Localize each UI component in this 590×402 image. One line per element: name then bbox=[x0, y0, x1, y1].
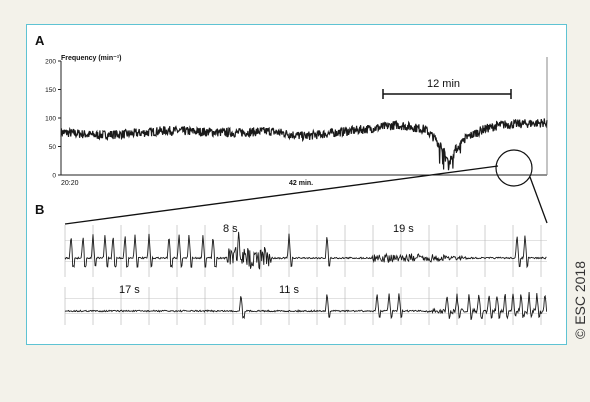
heart-rate-trend-line bbox=[60, 118, 548, 171]
zoom-line-left bbox=[64, 165, 499, 225]
y-tick-label: 100 bbox=[45, 116, 56, 123]
strip-1-grid bbox=[64, 225, 547, 277]
panel-b: B 8 s 19 s 17 s 11 s bbox=[35, 202, 548, 325]
panel-a: A Frequency (min⁻¹) 0 50 100 150 200 20:20 4… bbox=[35, 33, 548, 225]
figure-panel: A Frequency (min⁻¹) 0 50 100 150 200 20:20 4… bbox=[26, 24, 567, 345]
copyright-notice: © ESC 2018 bbox=[572, 260, 588, 340]
panel-b-label: B bbox=[35, 202, 44, 217]
strip2-label-17s: 17 s bbox=[119, 284, 140, 296]
strip1-label-19s: 19 s bbox=[393, 223, 414, 235]
bracket-label: 12 min bbox=[427, 78, 460, 90]
panel-a-frame bbox=[60, 57, 548, 176]
strip2-label-11s: 11 s bbox=[279, 284, 299, 296]
strip-2-grid bbox=[64, 287, 547, 325]
zoom-circle bbox=[495, 149, 533, 187]
ecg-figure: A Frequency (min⁻¹) 0 50 100 150 200 20:20 4… bbox=[35, 33, 548, 325]
ecg-strip-1 bbox=[64, 231, 547, 270]
y-axis-label: Frequency (min⁻¹) bbox=[61, 55, 121, 62]
strip1-label-8s: 8 s bbox=[223, 223, 238, 235]
ecg-strip-2 bbox=[64, 291, 548, 320]
start-time-label: 20:20 bbox=[61, 180, 79, 187]
panel-a-label: A bbox=[35, 33, 45, 48]
zoom-line-right bbox=[529, 176, 548, 224]
bracket-12min: 12 min bbox=[382, 78, 512, 99]
duration-label: 42 min. bbox=[289, 180, 313, 187]
y-tick-label: 150 bbox=[45, 87, 56, 94]
y-tick-label: 50 bbox=[49, 144, 57, 151]
y-tick-label: 0 bbox=[52, 173, 56, 180]
y-ticks: 0 50 100 150 200 bbox=[45, 59, 61, 180]
y-tick-label: 200 bbox=[45, 59, 56, 66]
